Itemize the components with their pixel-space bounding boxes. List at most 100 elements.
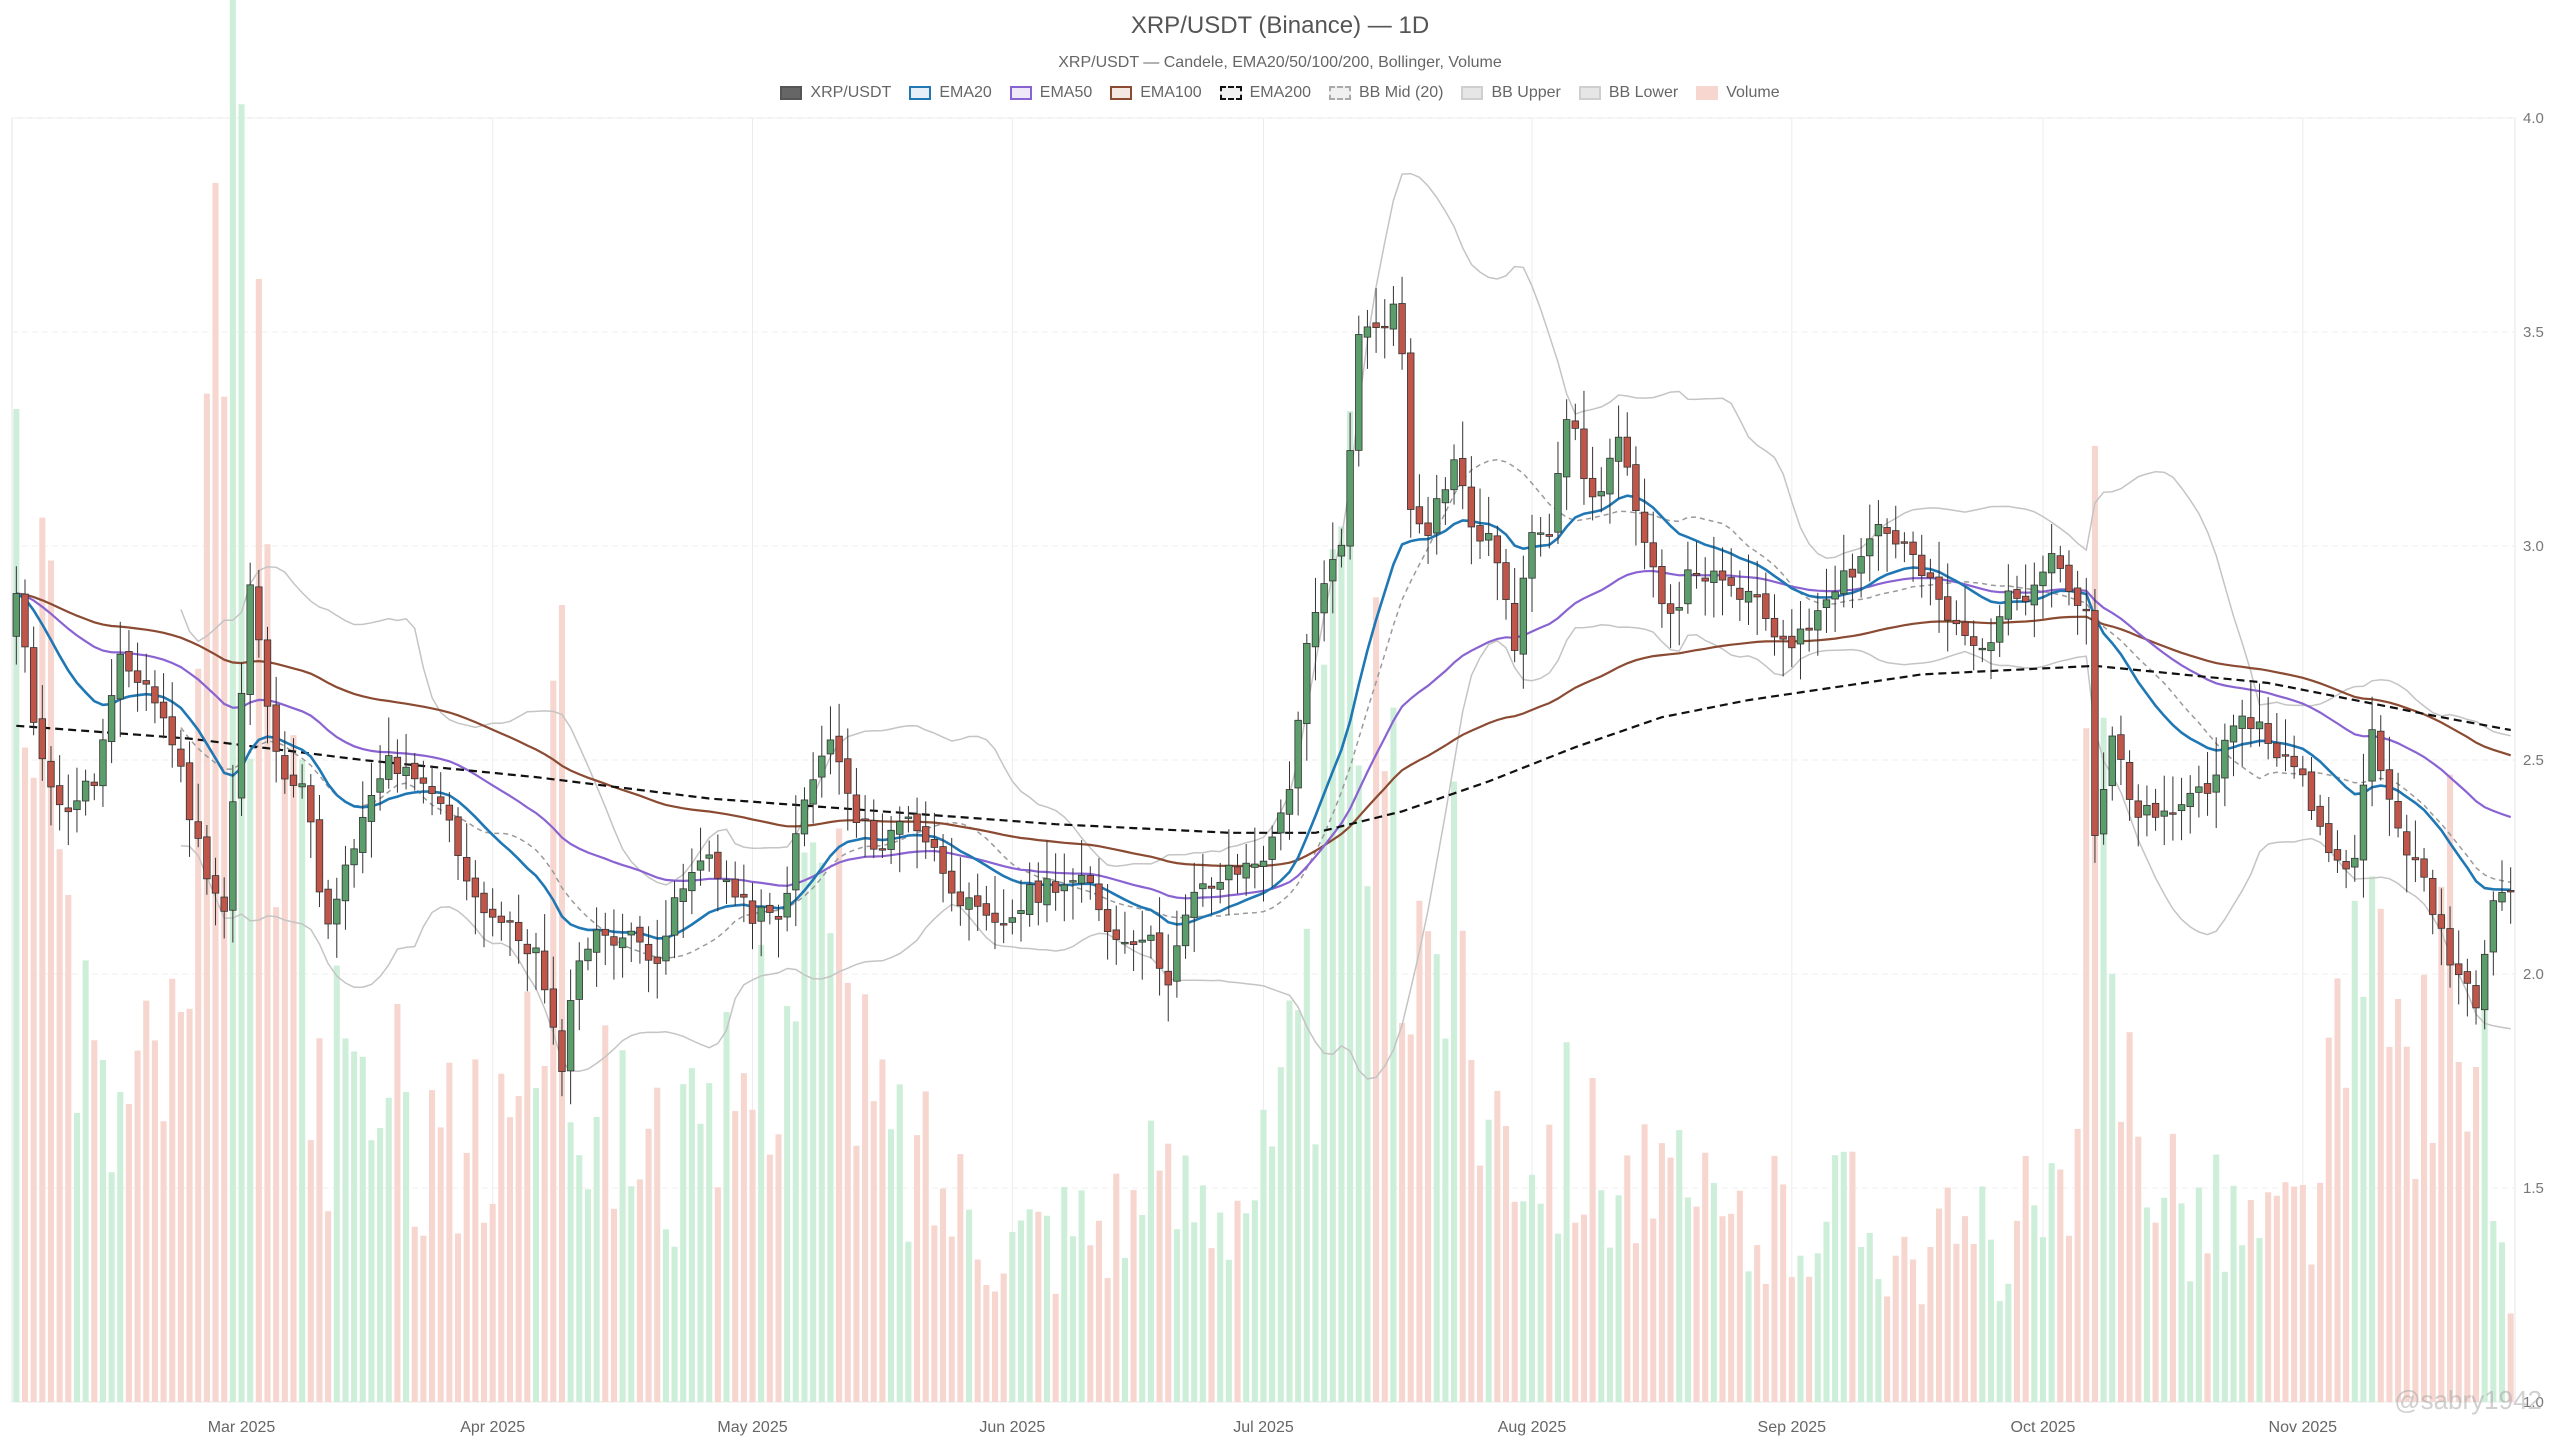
candle-body	[930, 838, 939, 848]
candle-body	[151, 686, 159, 704]
volume-bar	[1459, 930, 1466, 1402]
volume-bar	[1987, 1239, 1995, 1402]
candle-body	[1718, 570, 1727, 581]
volume-bar	[1009, 1231, 1016, 1402]
volume-bar	[2057, 1169, 2064, 1402]
candle-body	[1441, 489, 1450, 504]
candle-body	[1415, 506, 1424, 525]
volume-bar	[1745, 1271, 1752, 1402]
volume-bar	[1927, 1247, 1934, 1402]
volume-bar	[195, 668, 202, 1402]
candle-body	[1051, 881, 1060, 893]
candle-body	[1692, 572, 1701, 576]
candle-body	[1346, 450, 1354, 547]
volume-bar	[1944, 1187, 1951, 1402]
candle-body	[1476, 525, 1484, 542]
candle-body	[1103, 909, 1112, 933]
volume-bar	[108, 1172, 115, 1402]
candle-body	[1181, 914, 1190, 947]
candle-body	[1424, 522, 1432, 536]
legend-swatch-bb-mid	[1329, 86, 1351, 100]
volume-bar	[2421, 974, 2428, 1402]
candle-body	[844, 758, 852, 794]
legend-swatch-bb-lower	[1578, 86, 1601, 100]
candle-body	[107, 695, 116, 742]
candle-body	[1303, 642, 1311, 725]
legend-item-ema20[interactable]: EMA20	[909, 84, 992, 102]
candle-body	[2056, 555, 2064, 569]
legend-swatch-ema100	[1110, 86, 1133, 100]
candle-body	[2229, 725, 2238, 743]
volume-bar	[377, 1127, 384, 1402]
volume-bar	[1286, 1000, 1293, 1402]
volume-bar	[2369, 876, 2376, 1402]
volume-bar	[2403, 1046, 2410, 1402]
candle-body	[809, 779, 817, 805]
volume-bar	[1121, 1257, 1128, 1402]
volume-bar	[2377, 908, 2384, 1402]
volume-bar	[299, 759, 306, 1402]
legend-item-candles[interactable]: XRP/USDT	[780, 84, 891, 102]
candle-body	[1658, 565, 1666, 605]
volume-bar	[1866, 1232, 1873, 1402]
candle-body	[714, 851, 722, 879]
volume-bar	[1000, 1273, 1007, 1402]
candle-body	[887, 829, 895, 850]
volume-bar	[134, 1050, 141, 1402]
volume-bar	[714, 1187, 721, 1402]
volume-bar	[2039, 1237, 2047, 1402]
volume-bar	[1788, 1277, 1795, 1402]
volume-bar	[1468, 1060, 1475, 1402]
candle-body	[1259, 860, 1268, 867]
candle-body	[1970, 636, 1978, 646]
volume-bar	[2065, 1235, 2072, 1402]
candle-body	[688, 872, 696, 892]
x-tick-label: Aug 2025	[1498, 1419, 1567, 1436]
candle-body	[2290, 755, 2298, 768]
candle-body	[2264, 723, 2272, 744]
candle-body	[1034, 880, 1043, 903]
volume-bar	[1858, 1246, 1865, 1402]
candle-body	[2134, 800, 2142, 818]
candle-body	[2169, 812, 2177, 815]
legend-item-bb-mid[interactable]: BB Mid (20)	[1329, 84, 1443, 102]
candle-body	[324, 888, 332, 925]
volume-bar	[983, 1285, 990, 1402]
volume-bar	[368, 1140, 375, 1402]
candle-body	[818, 755, 826, 778]
volume-bar	[2464, 1131, 2471, 1402]
candle-body	[1069, 880, 1077, 883]
legend-item-bb-upper[interactable]: BB Upper	[1461, 84, 1561, 102]
volume-bar	[1658, 1143, 1665, 1402]
candle-body	[1978, 647, 1987, 651]
legend-item-ema200[interactable]: EMA200	[1219, 84, 1311, 102]
volume-bar	[1667, 1157, 1674, 1402]
volume-bar	[247, 758, 254, 1402]
candle-body	[584, 948, 592, 962]
candle-body	[1883, 527, 1891, 534]
candle-body	[939, 846, 947, 874]
volume-bar	[1806, 1276, 1813, 1402]
legend-item-ema50[interactable]: EMA50	[1009, 84, 1092, 102]
x-tick-label: Nov 2025	[2269, 1419, 2338, 1436]
candle-body	[2455, 963, 2463, 976]
candle-body	[2221, 739, 2229, 779]
volume-bar	[463, 1152, 470, 1402]
legend-item-ema100[interactable]: EMA100	[1110, 84, 1202, 102]
volume-bar	[65, 895, 72, 1402]
legend-item-volume[interactable]: Volume	[1696, 84, 1780, 102]
volume-bar	[333, 965, 340, 1402]
candle-body	[1017, 910, 1025, 914]
volume-bar	[680, 1084, 687, 1402]
volume-bar	[1234, 1200, 1241, 1402]
candle-body	[523, 943, 532, 955]
candle-body	[289, 774, 298, 786]
candle-body	[757, 906, 765, 922]
volume-bar	[836, 828, 843, 1402]
volume-bar	[1572, 1222, 1579, 1402]
volume-bar	[2447, 774, 2454, 1402]
volume-bar	[1399, 1023, 1406, 1402]
volume-bar	[1165, 1143, 1172, 1402]
legend-item-bb-lower[interactable]: BB Lower	[1578, 84, 1678, 102]
volume-bar	[628, 1186, 635, 1402]
